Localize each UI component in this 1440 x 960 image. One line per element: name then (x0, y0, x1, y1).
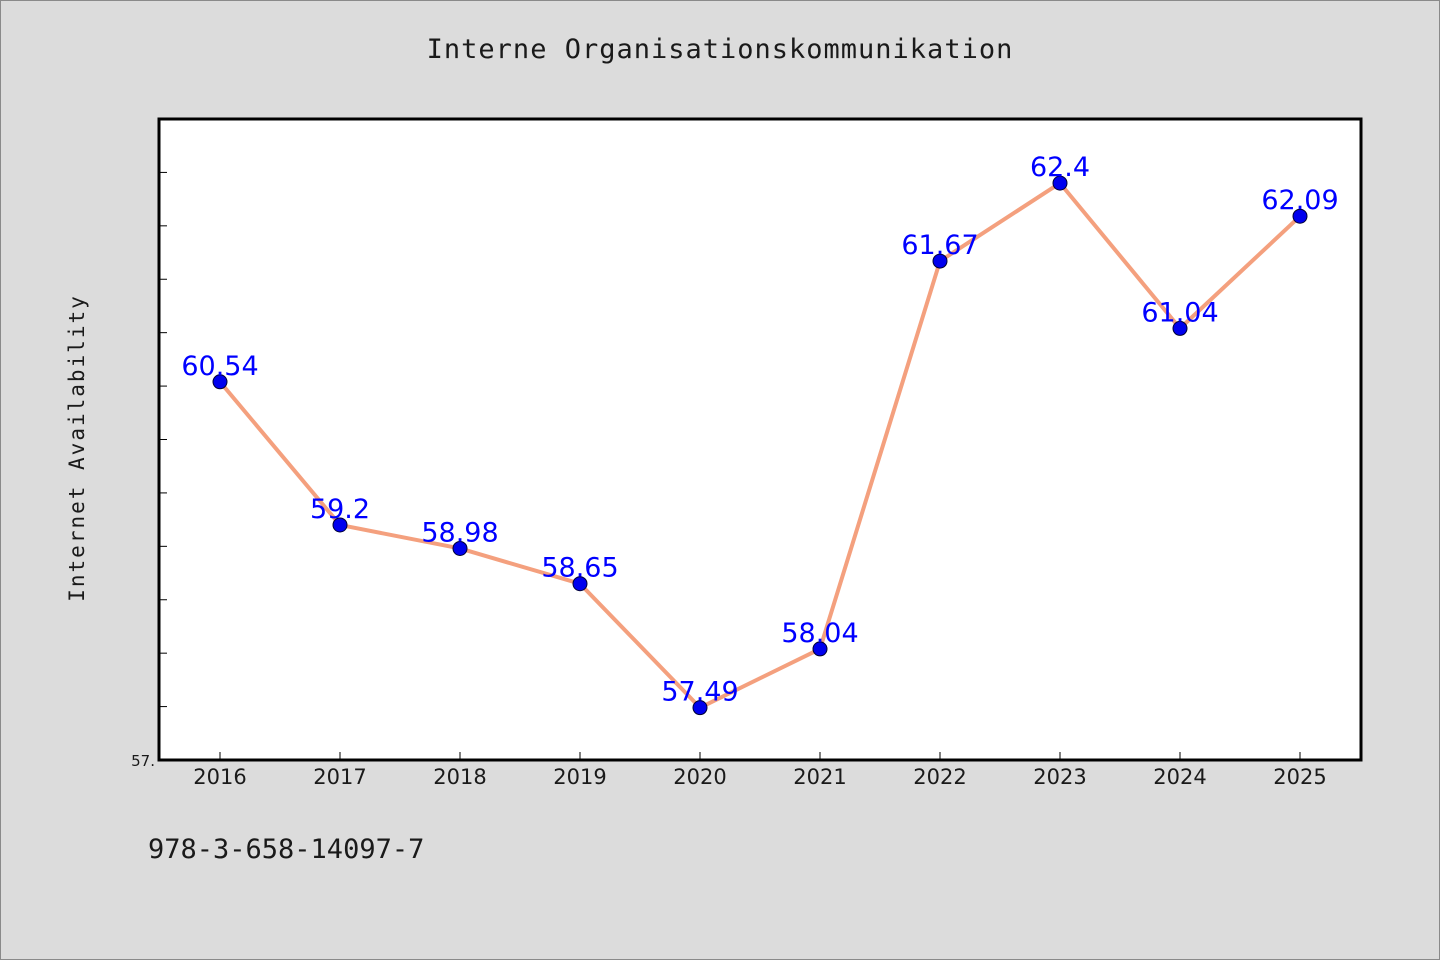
data-series (218, 181, 1302, 710)
x-tick-label: 2022 (913, 765, 966, 789)
x-tick-label: 2017 (313, 765, 366, 789)
x-tick-label: 2018 (433, 765, 486, 789)
data-point (452, 540, 468, 556)
data-point (692, 700, 708, 716)
plot-area (159, 119, 1361, 760)
x-tick-label: 2025 (1273, 765, 1326, 789)
data-point (212, 374, 228, 390)
data-label: 61.04 (1141, 297, 1218, 328)
chart-title: Interne Organisationskommunikation (426, 34, 1014, 65)
x-tick-label: 2024 (1153, 765, 1206, 789)
data-label: 57.49 (661, 677, 738, 708)
data-point (1292, 208, 1308, 224)
series-line (218, 181, 1302, 710)
x-tick-label: 2020 (673, 765, 726, 789)
data-point (332, 517, 348, 533)
data-label: 58.65 (541, 553, 618, 584)
x-tick-label: 2021 (793, 765, 846, 789)
data-point (932, 253, 948, 269)
plot-border (157, 117, 1363, 762)
data-point (572, 576, 588, 592)
x-tick-label: 2023 (1033, 765, 1086, 789)
footer-code: 978-3-658-14097-7 (148, 834, 425, 865)
data-label: 58.04 (781, 618, 858, 649)
data-label: 62.09 (1261, 185, 1338, 216)
data-labels: 60.54 59.2 58.98 58.65 57.49 58.04 61.67 62.4 61… (181, 152, 1338, 708)
x-axis-ticks: 2016 2017 2018 2019 2020 2021 2022 2023 2024 2025 (193, 752, 1327, 789)
data-points (212, 175, 1308, 716)
data-point (1052, 175, 1068, 191)
data-point (1172, 320, 1188, 336)
data-point (812, 641, 828, 657)
x-tick-label: 2019 (553, 765, 606, 789)
data-label: 62.4 (1030, 152, 1090, 183)
data-label: 61.67 (901, 230, 978, 261)
data-label: 60.54 (181, 351, 258, 382)
data-label: 59.2 (310, 494, 370, 525)
data-label: 58.98 (421, 517, 498, 548)
x-tick-label: 2016 (193, 765, 246, 789)
y-tick-label: 57. (131, 752, 155, 770)
